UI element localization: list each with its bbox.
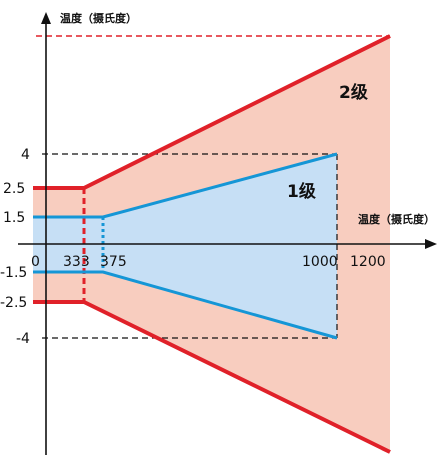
- x-tick-1200: 1200: [350, 254, 386, 270]
- x-tick-333: 333: [63, 254, 90, 270]
- level1-upper-line: [33, 152, 338, 219]
- y-tick-neg1.5: -1.5: [0, 265, 27, 281]
- level2-label: 2级: [339, 82, 368, 103]
- y-tick-4: 4: [21, 147, 30, 163]
- y-axis-title: 温度（摄氏度）: [60, 11, 137, 25]
- x-tick-1000: 1000: [302, 254, 338, 270]
- x-axis-arrow-icon: [425, 239, 437, 249]
- y-tick-neg4: -4: [16, 331, 30, 347]
- y-axis-arrow-icon: [41, 12, 51, 24]
- level2-lower-line: [33, 300, 391, 454]
- x-axis-title: 温度（摄氏度）: [358, 212, 435, 226]
- x-tick-0: 0: [31, 254, 40, 270]
- level2-upper-line: [33, 34, 391, 190]
- x-tick-375: 375: [100, 254, 127, 270]
- y-tick-2.5: 2.5: [3, 181, 25, 197]
- y-tick-1.5: 1.5: [3, 210, 25, 226]
- level1-zone: [33, 154, 337, 338]
- level1-lower-line: [33, 270, 338, 340]
- level1-label: 1级: [287, 181, 316, 202]
- y-tick-neg2.5: -2.5: [0, 295, 27, 311]
